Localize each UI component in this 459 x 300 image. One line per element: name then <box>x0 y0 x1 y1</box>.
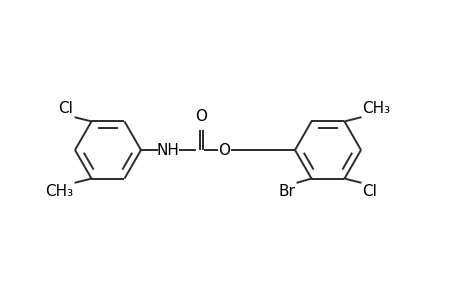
Text: NH: NH <box>156 142 179 158</box>
Text: Br: Br <box>278 184 295 199</box>
Text: CH₃: CH₃ <box>362 101 390 116</box>
Text: CH₃: CH₃ <box>45 184 73 199</box>
Text: O: O <box>195 109 207 124</box>
Text: Cl: Cl <box>362 184 376 199</box>
Text: O: O <box>218 142 230 158</box>
Text: Cl: Cl <box>58 101 73 116</box>
